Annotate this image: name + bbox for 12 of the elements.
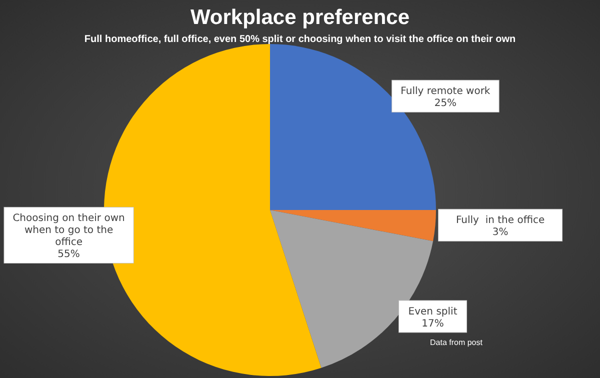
pie-slice: [270, 210, 436, 242]
chart-subtitle: Full homeoffice, full office, even 50% split or choosing when to visit the office on their own: [84, 34, 516, 45]
text: Data from post: [430, 338, 484, 347]
slice-label: Fully in the office: [456, 215, 545, 226]
data-label: 55%: [58, 249, 80, 260]
data-label: 17%: [422, 318, 444, 330]
slice-label: Choosing on their own when to go to the office: [12, 213, 125, 248]
slice-label: Fully remote work: [400, 86, 490, 98]
data-label: 25%: [434, 98, 457, 110]
chart-title: Workplace preference: [190, 6, 410, 29]
data-label: 3%: [492, 227, 508, 238]
slice-label: Even split: [408, 306, 458, 318]
